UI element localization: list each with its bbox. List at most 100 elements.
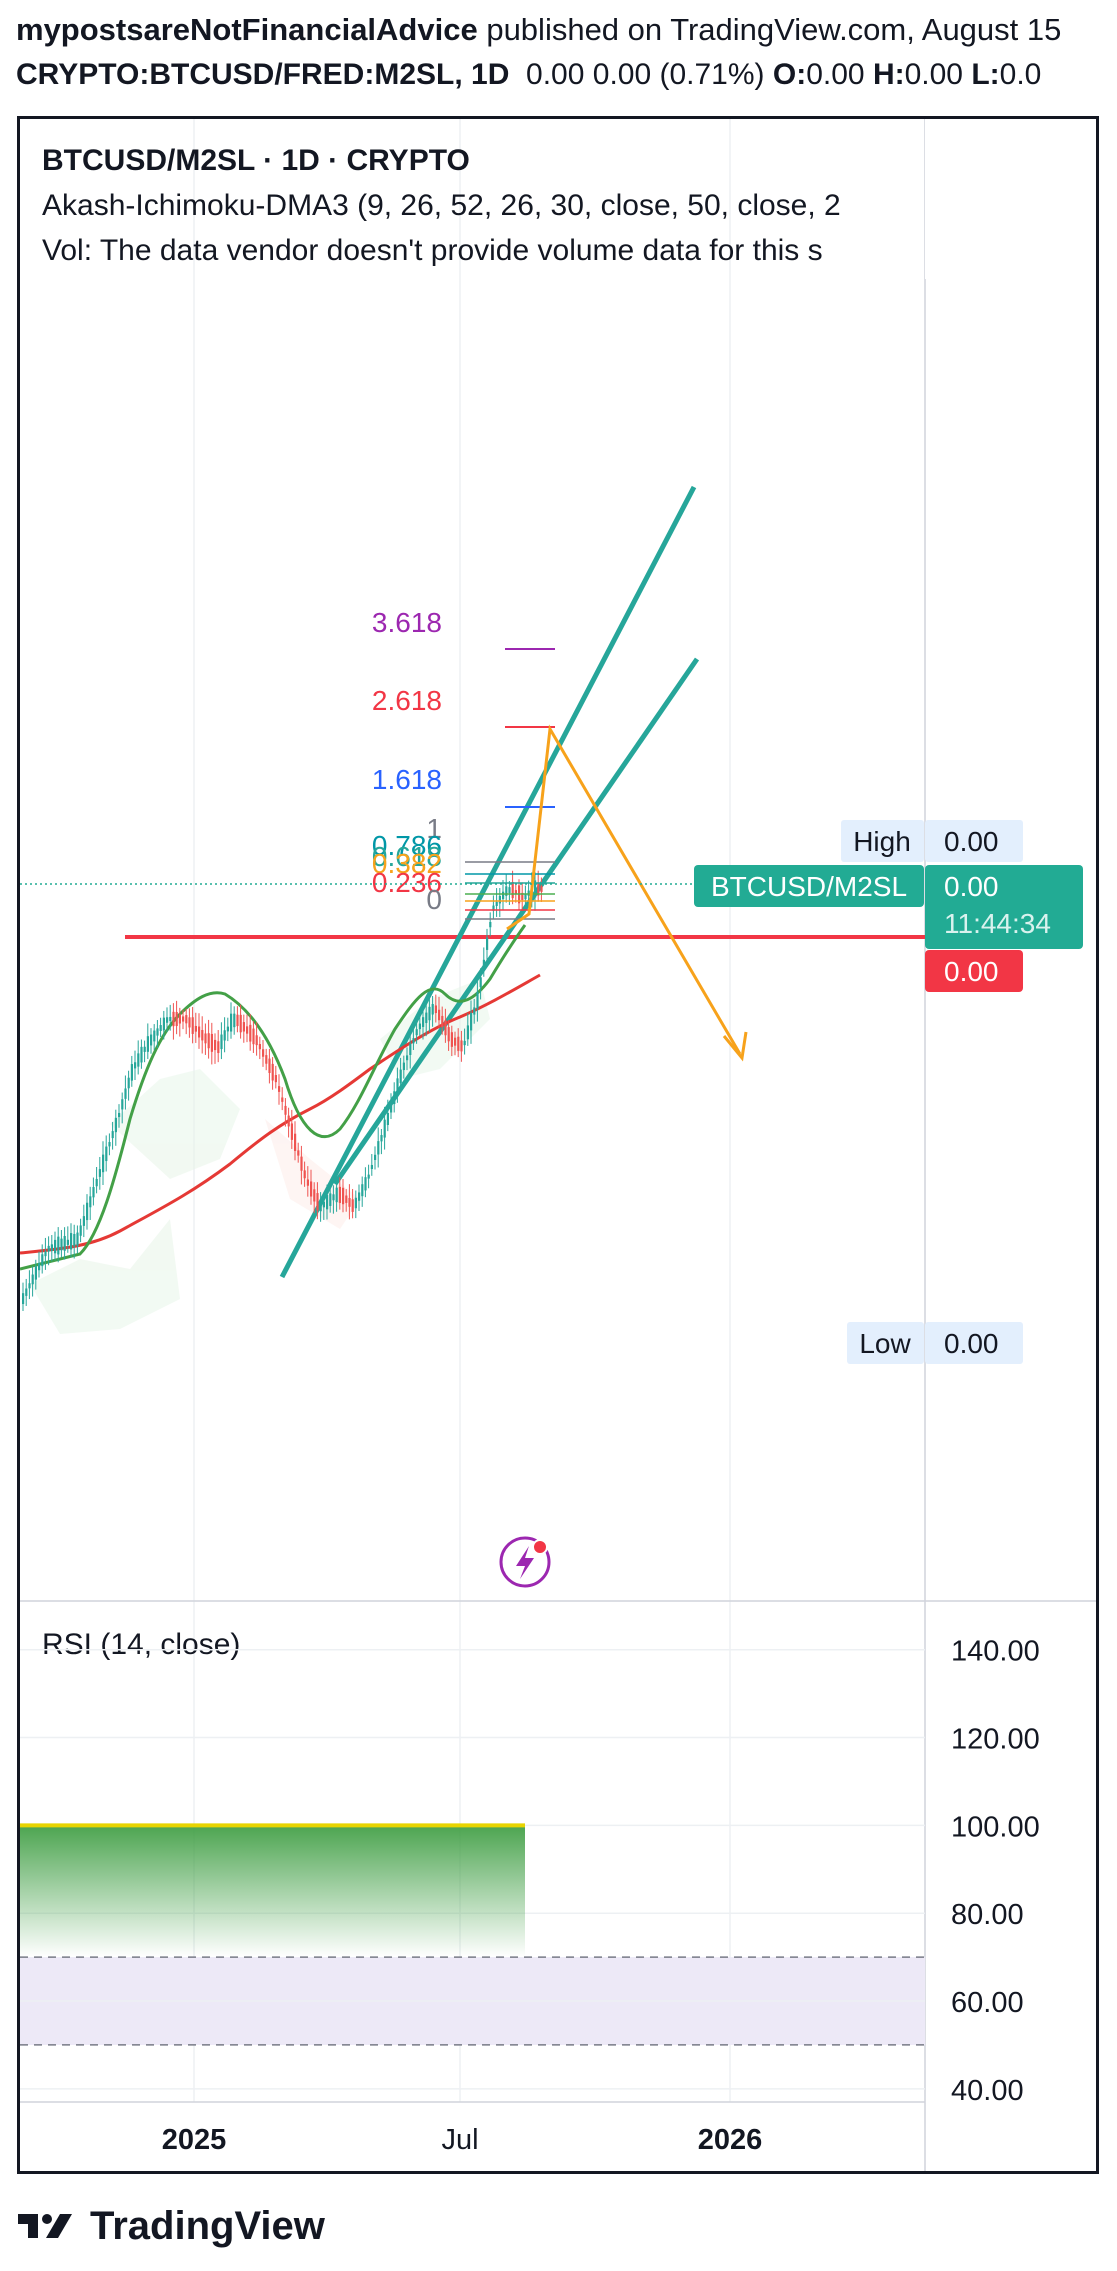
fib-label-0: 0: [426, 884, 442, 915]
candle: [444, 1008, 447, 1043]
candle: [370, 1154, 373, 1176]
chart-frame[interactable]: BTCUSD/M2SL · 1D · CRYPTO Akash-Ichimoku…: [17, 116, 1099, 2174]
candle: [431, 996, 434, 1027]
candle: [268, 1048, 271, 1084]
high-tag-label: High: [853, 826, 911, 857]
candle: [306, 1166, 309, 1197]
candle: [342, 1179, 345, 1213]
candle: [521, 882, 524, 911]
candle: [105, 1135, 108, 1172]
candle: [124, 1075, 127, 1110]
candle: [271, 1057, 274, 1090]
candle: [44, 1237, 47, 1270]
candle: [127, 1070, 130, 1101]
candle: [540, 877, 543, 902]
candle: [409, 1033, 412, 1069]
candle: [438, 996, 441, 1028]
candlesticks: [22, 870, 543, 1311]
tradingview-logo[interactable]: TradingView: [16, 2198, 325, 2254]
candle: [98, 1156, 101, 1190]
candle: [169, 1004, 172, 1031]
legend-volume-note: Vol: The data vendor doesn't provide vol…: [42, 234, 823, 267]
candle: [377, 1127, 380, 1168]
last-price-value: 0.00: [944, 871, 999, 902]
candle: [230, 1002, 233, 1039]
change-text: 0.00 0.00 (0.71%): [526, 58, 765, 91]
candle: [226, 1017, 229, 1042]
candle: [38, 1251, 41, 1278]
candle: [457, 1028, 460, 1058]
candle: [463, 1028, 466, 1055]
candle: [434, 994, 437, 1023]
candle: [86, 1194, 89, 1230]
candle: [447, 1020, 450, 1051]
candle: [345, 1189, 348, 1212]
candle: [233, 1006, 236, 1035]
fib-label-0786: 0.786: [372, 830, 442, 861]
candle: [153, 1024, 156, 1051]
candle: [495, 888, 498, 917]
candle: [332, 1185, 335, 1214]
candle: [118, 1104, 121, 1128]
candle: [396, 1067, 399, 1103]
candle: [294, 1121, 297, 1161]
candle: [348, 1184, 351, 1220]
candle: [92, 1177, 95, 1206]
channel-line-lower[interactable]: [279, 485, 697, 1279]
candle: [470, 1000, 473, 1044]
symbol-header: CRYPTO:BTCUSD/FRED:M2SL, 1D 0.00 0.00 (0…: [16, 58, 1117, 92]
candle: [172, 1003, 175, 1040]
candle: [486, 928, 489, 961]
candle: [383, 1106, 386, 1150]
candle: [201, 1016, 204, 1054]
time-axis-label: 2026: [698, 2124, 763, 2156]
candle: [492, 895, 495, 919]
chart-canvas[interactable]: BTCUSD/M2SL · 1D · CRYPTO Akash-Ichimoku…: [20, 119, 1096, 2171]
long-moving-average: [20, 973, 541, 1255]
rsi-tick-label: 120.00: [951, 1724, 1040, 1756]
candle: [102, 1141, 105, 1186]
low-value-bg: [925, 1322, 1023, 1364]
last-price-tag-bg: [925, 865, 1083, 949]
candle: [34, 1259, 37, 1290]
candle: [252, 1021, 255, 1053]
resistance-tag-bg: [925, 950, 1023, 992]
candle: [505, 873, 508, 903]
candle: [351, 1188, 354, 1219]
fibonacci-levels[interactable]: [465, 648, 555, 920]
candle: [121, 1092, 124, 1124]
candle: [185, 1008, 188, 1035]
candle: [178, 1007, 181, 1037]
candle: [108, 1133, 111, 1156]
candle: [143, 1040, 146, 1063]
rsi-pane[interactable]: 140.00 120.00 100.00 80.00 60.00 40.00: [20, 1636, 1040, 2107]
candle: [428, 997, 431, 1033]
candle: [303, 1161, 306, 1187]
candle: [156, 1020, 159, 1048]
candle: [290, 1109, 293, 1149]
projection-path[interactable]: [506, 724, 742, 1055]
candle: [338, 1177, 341, 1210]
high-value: 0.00: [904, 58, 963, 91]
candle: [191, 1007, 194, 1044]
candle: [265, 1048, 268, 1071]
candle: [489, 912, 492, 937]
candle: [223, 1017, 226, 1053]
ichimoku-cloud: [30, 979, 490, 1334]
candle: [47, 1236, 50, 1266]
candle: [130, 1055, 133, 1087]
low-tag-value: 0.00: [944, 1328, 999, 1359]
rsi-tick-label: 100.00: [951, 1811, 1040, 1843]
fib-label-2618: 2.618: [372, 685, 442, 716]
candle: [28, 1270, 31, 1300]
lightning-badge-icon[interactable]: [499, 1536, 551, 1588]
low-tag-label: Low: [859, 1328, 911, 1359]
candle: [402, 1055, 405, 1079]
candle: [406, 1047, 409, 1071]
candle: [274, 1065, 277, 1089]
author-name[interactable]: mypostsareNotFinancialAdvice: [16, 12, 478, 47]
short-moving-average: [20, 924, 527, 1271]
fib-label-3618: 3.618: [372, 607, 442, 638]
candle: [204, 1023, 207, 1055]
rsi-tick-label: 80.00: [951, 1899, 1024, 1931]
